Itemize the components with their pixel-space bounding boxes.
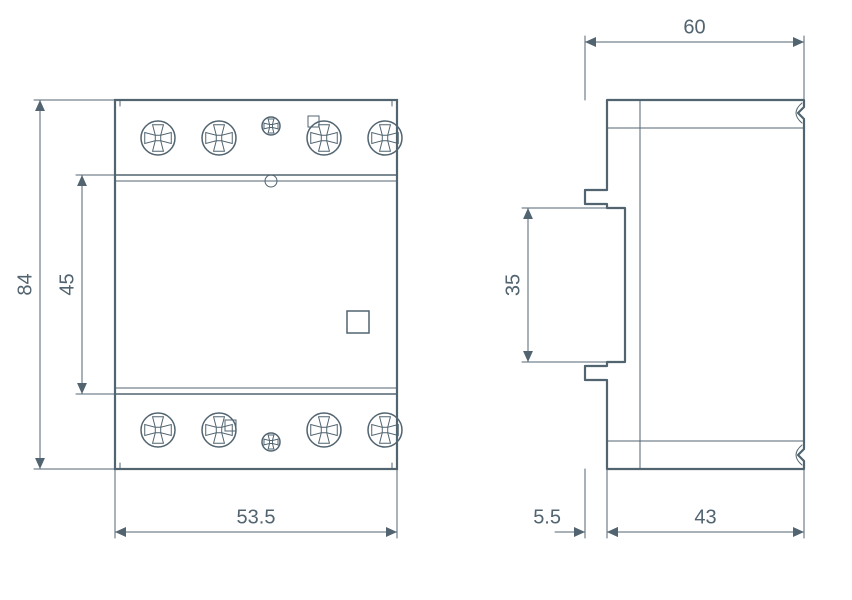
front-view: [115, 100, 402, 469]
svg-text:35: 35: [502, 274, 524, 296]
svg-text:60: 60: [683, 16, 705, 38]
svg-text:53.5: 53.5: [237, 506, 276, 528]
svg-text:84: 84: [14, 273, 36, 295]
svg-text:43: 43: [694, 506, 716, 528]
side-view: [585, 100, 804, 469]
svg-text:5.5: 5.5: [533, 506, 561, 528]
svg-text:45: 45: [56, 273, 78, 295]
